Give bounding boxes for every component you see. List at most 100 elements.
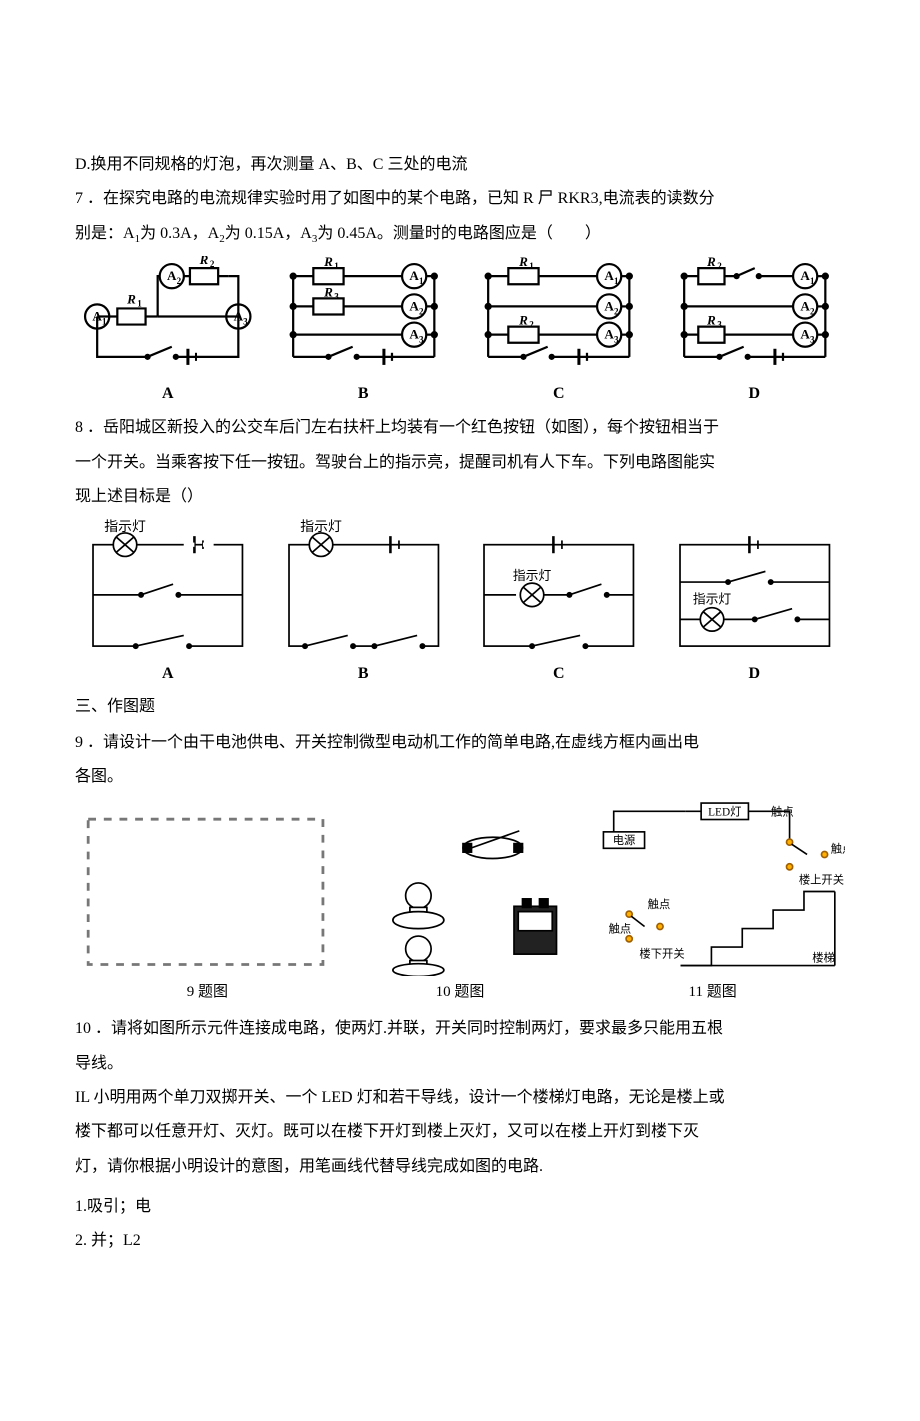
- svg-text:A: A: [604, 298, 614, 313]
- q8-fig-a: 指示灯 A: [77, 518, 259, 689]
- svg-text:A: A: [800, 268, 810, 283]
- svg-text:R: R: [518, 312, 528, 327]
- svg-text:触点: 触点: [771, 804, 794, 818]
- svg-text:1: 1: [418, 276, 423, 286]
- fig9-svg: [77, 808, 334, 976]
- svg-text:A: A: [167, 268, 177, 283]
- svg-text:A: A: [800, 298, 810, 313]
- svg-text:A: A: [234, 308, 244, 323]
- q6-option-d: D.换用不同规格的灯泡，再次测量 A、B、C 三处的电流: [75, 150, 845, 180]
- q8-figures: 指示灯 A: [77, 518, 845, 689]
- answer-2: 2. 并；L2: [75, 1226, 845, 1256]
- q7-label-b: B: [358, 379, 369, 409]
- q11-line1: IL 小明用两个单刀双掷开关、一个 LED 灯和若干导线，设计一个楼梯灯电路，无…: [75, 1083, 845, 1113]
- q7-fig-a: A1 A2 A3 R1 R2 A: [77, 256, 259, 409]
- svg-text:R: R: [199, 256, 209, 267]
- q8d-indicator-label: 指示灯: [692, 593, 731, 607]
- svg-text:3: 3: [243, 316, 248, 326]
- q7-line2-seg1: 为 0.3A，A: [140, 225, 219, 242]
- q7-svg-c: R1 R2 A1 A2 A3: [468, 256, 650, 377]
- q8-fig-d: 指示灯 D: [664, 518, 846, 689]
- svg-text:A: A: [800, 327, 810, 342]
- fig11-svg: LED灯 电源 触点 触点 楼上开关 触点 触点 楼下开关 楼梯: [588, 801, 845, 976]
- q7-fig-d: R2 R3 A1 A2 A3 D: [664, 256, 846, 409]
- q8-label-d: D: [748, 659, 760, 689]
- svg-text:楼上开关: 楼上开关: [799, 872, 844, 886]
- q7-label-a: A: [162, 379, 174, 409]
- page: D.换用不同规格的灯泡，再次测量 A、B、C 三处的电流 7 ．在探究电路的电流…: [0, 0, 920, 1421]
- svg-text:触点: 触点: [608, 921, 631, 935]
- q8-line2: 一个开关。当乘客按下任一按钮。驾驶台上的指示亮，提醒司机有人下车。下列电路图能实: [75, 448, 845, 478]
- q8-fig-b: 指示灯 B: [273, 518, 455, 689]
- q9-11-figures: LED灯 电源 触点 触点 楼上开关 触点 触点 楼下开关 楼梯: [77, 801, 845, 976]
- q8b-indicator-label: 指示灯: [300, 519, 342, 535]
- q8-line1: 8 ．岳阳城区新投入的公交车后门左右扶杆上均装有一个红色按钮（如图），每个按钮相…: [75, 413, 845, 443]
- q7-line2-seg3: 为 0.45A。测量时的电路图应是（ ）: [317, 225, 601, 242]
- svg-text:2: 2: [614, 306, 619, 316]
- q8-label-c: C: [553, 659, 565, 689]
- q8-svg-d: 指示灯: [664, 518, 845, 657]
- svg-text:触点: 触点: [648, 897, 671, 911]
- svg-text:A: A: [604, 268, 614, 283]
- fig10: [344, 816, 578, 975]
- svg-text:A: A: [92, 308, 102, 323]
- svg-text:R: R: [126, 291, 136, 306]
- svg-text:3: 3: [418, 335, 423, 345]
- svg-text:1: 1: [529, 261, 534, 271]
- q11-line3: 灯，请你根据小明设计的意图，用笔画线代替导线完成如图的电路.: [75, 1152, 845, 1182]
- q8-svg-a: 指示灯: [77, 518, 258, 657]
- svg-text:3: 3: [717, 319, 722, 329]
- q8c-indicator-label: 指示灯: [513, 569, 552, 583]
- caption-10: 10 题图: [340, 978, 581, 1007]
- caption-11: 11 题图: [580, 978, 845, 1007]
- svg-text:1: 1: [137, 298, 142, 308]
- answer-1: 1.吸引；电: [75, 1192, 845, 1222]
- svg-text:3: 3: [614, 335, 619, 345]
- caption-9: 9 题图: [75, 978, 340, 1007]
- svg-text:1: 1: [334, 261, 339, 271]
- q7-svg-a: A1 A2 A3 R1 R2: [77, 256, 259, 377]
- svg-text:R: R: [323, 284, 333, 299]
- svg-text:A: A: [409, 298, 419, 313]
- svg-text:2: 2: [418, 306, 423, 316]
- svg-text:2: 2: [210, 259, 215, 269]
- q8-svg-b: 指示灯: [273, 518, 454, 657]
- svg-text:2: 2: [529, 319, 534, 329]
- svg-text:1: 1: [102, 316, 107, 326]
- q7-figures: A1 A2 A3 R1 R2 A: [77, 256, 845, 409]
- section3-title: 三、作图题: [75, 692, 845, 722]
- svg-text:电源: 电源: [613, 833, 636, 847]
- q8-svg-c: 指示灯: [468, 518, 649, 657]
- svg-text:R: R: [323, 256, 333, 269]
- fig11: LED灯 电源 触点 触点 楼上开关 触点 触点 楼下开关 楼梯: [588, 801, 845, 976]
- svg-text:3: 3: [334, 291, 339, 301]
- svg-text:楼下开关: 楼下开关: [639, 946, 684, 960]
- svg-text:3: 3: [809, 335, 814, 345]
- svg-text:R: R: [706, 256, 716, 269]
- q7-line2-seg0: 别是：A: [75, 225, 135, 242]
- q8-label-a: A: [162, 659, 174, 689]
- figure-captions: 9 题图 10 题图 11 题图: [75, 978, 845, 1007]
- q8-fig-c: 指示灯 C: [468, 518, 650, 689]
- svg-text:1: 1: [614, 276, 619, 286]
- q7-svg-b: R1 R3 A1 A2 A3: [273, 256, 455, 377]
- svg-text:2: 2: [717, 261, 722, 271]
- q10-line1: 10 ．请将如图所示元件连接成电路，使两灯.并联，开关同时控制两灯，要求最多只能…: [75, 1014, 845, 1044]
- svg-text:A: A: [409, 327, 419, 342]
- svg-text:2: 2: [809, 306, 814, 316]
- q9-row: 9 ．请设计一个由干电池供电、开关控制微型电动机工作的简单电路,在虚线方框内画出…: [75, 728, 845, 797]
- q9-line1: 9 ．请设计一个由干电池供电、开关控制微型电动机工作的简单电路,在虚线方框内画出…: [75, 728, 845, 758]
- svg-text:R: R: [518, 256, 528, 269]
- q10-line2: 导线。: [75, 1049, 845, 1079]
- q9-line2: 各图。: [75, 762, 845, 792]
- fig9: [77, 808, 334, 976]
- q8-line3: 现上述目标是（）: [75, 482, 845, 512]
- fig10-svg: [344, 816, 578, 975]
- q11-line2: 楼下都可以任意开灯、灭灯。既可以在楼下开灯到楼上灭灯，又可以在楼上开灯到楼下灭: [75, 1117, 845, 1147]
- q7-label-d: D: [748, 379, 760, 409]
- q7-label-c: C: [553, 379, 565, 409]
- q7-fig-b: R1 R3 A1 A2 A3 B: [273, 256, 455, 409]
- q8a-indicator-label: 指示灯: [104, 519, 146, 535]
- svg-text:A: A: [409, 268, 419, 283]
- q7-line1: 7 ．在探究电路的电流规律实验时用了如图中的某个电路，已知 R 尸 RKR3,电…: [75, 184, 845, 214]
